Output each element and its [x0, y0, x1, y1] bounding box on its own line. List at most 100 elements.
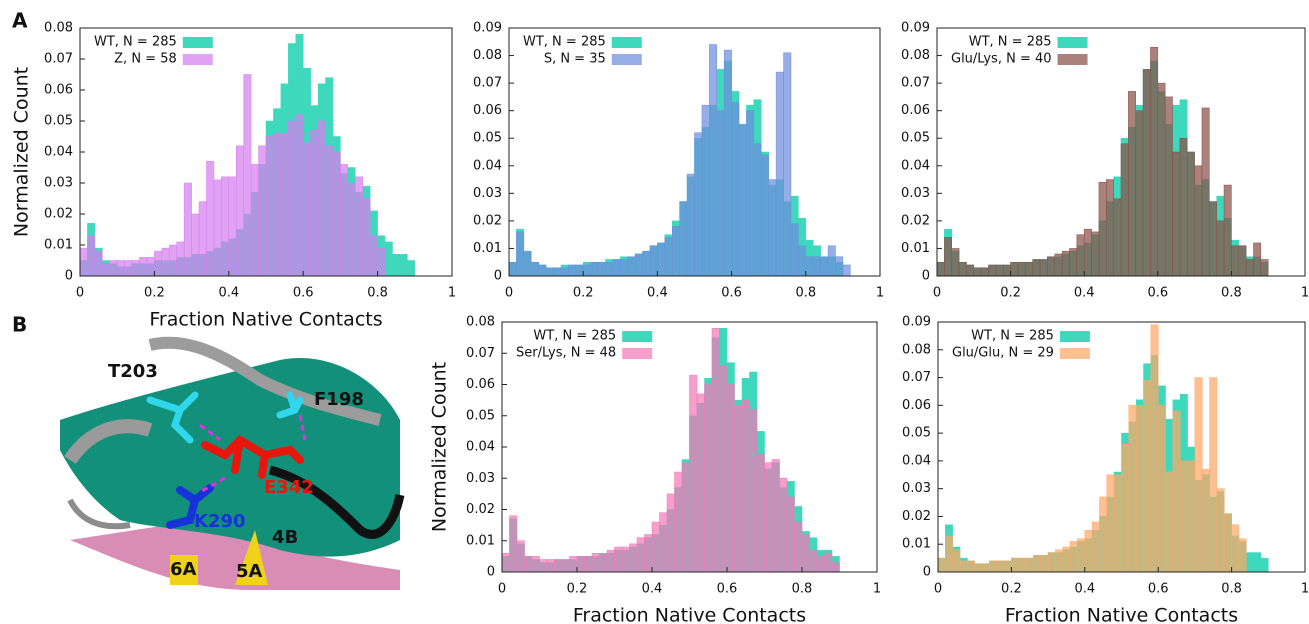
- bar: [516, 231, 525, 277]
- bar: [1201, 468, 1210, 573]
- y-tick-label: 0.02: [466, 502, 495, 517]
- bar: [651, 521, 660, 573]
- bar: [606, 549, 615, 573]
- bar: [332, 151, 341, 277]
- bar: [681, 462, 690, 573]
- y-tick-label: 0.02: [901, 213, 930, 228]
- bar: [1172, 410, 1181, 573]
- y-tick-label: 0.04: [902, 453, 931, 468]
- bar: [546, 559, 555, 573]
- bar: [719, 365, 728, 573]
- bar: [686, 173, 695, 277]
- h-bonds: [199, 414, 307, 494]
- legend-swatch: [1057, 54, 1088, 65]
- x-tick-label: 0.6: [1148, 582, 1169, 597]
- bar: [842, 264, 851, 277]
- bar: [1179, 460, 1188, 573]
- bar: [642, 250, 651, 277]
- x-tick-label: 0.4: [647, 286, 668, 301]
- bar: [1113, 198, 1122, 277]
- bar: [696, 393, 705, 573]
- bar: [1054, 253, 1063, 277]
- bar: [1157, 405, 1166, 573]
- bar: [995, 264, 1004, 277]
- x-tick-label: 0: [498, 582, 506, 597]
- y-tick-label: 0.07: [901, 76, 930, 91]
- y-tick-label: 0.07: [473, 76, 502, 91]
- bar: [176, 241, 185, 277]
- bar: [1091, 231, 1100, 277]
- bar: [1253, 242, 1262, 277]
- bar: [79, 247, 88, 277]
- strand-label: 4B: [272, 527, 298, 548]
- bar: [764, 462, 773, 573]
- histogram-panel: 0 0.2 0.4 0.6 0.8 1 0 0.01 0.02 0.03 0.04 0.05 0.06 0…: [901, 21, 1309, 301]
- bar: [265, 136, 274, 277]
- bar: [1069, 248, 1078, 277]
- y-tick-label: 0.03: [473, 186, 502, 201]
- bar: [280, 133, 289, 277]
- bar: [228, 176, 237, 277]
- bar: [959, 560, 968, 573]
- bar: [704, 384, 713, 573]
- bar: [392, 254, 401, 277]
- y-tick-label: 0.03: [466, 471, 495, 486]
- x-tick-label: 0.8: [1221, 582, 1242, 597]
- bar: [508, 261, 517, 277]
- bar: [87, 235, 96, 277]
- bar: [958, 261, 967, 277]
- legend-label: WT, N = 285: [969, 35, 1052, 50]
- bar: [952, 549, 961, 573]
- histogram-panel: 0 0.2 0.4 0.6 0.8 1 0 0.01 0.02 0.03 0.04 0.05 0.06 0…: [429, 315, 882, 624]
- bar: [384, 241, 393, 277]
- bar: [1069, 541, 1078, 573]
- bar: [369, 235, 378, 277]
- loop-black: [268, 465, 405, 539]
- y-tick-label: 0.09: [902, 315, 931, 330]
- bar: [553, 267, 562, 277]
- bar: [139, 257, 148, 277]
- x-tick-label: 0.2: [1000, 286, 1021, 301]
- y-tick-label: 0.05: [44, 114, 73, 129]
- bar: [1216, 488, 1225, 573]
- bar: [790, 223, 799, 277]
- y-tick-label: 0.07: [466, 346, 495, 361]
- bar: [783, 52, 792, 277]
- y-tick-label: 0.04: [466, 440, 495, 455]
- x-tick-label: 0.2: [567, 582, 588, 597]
- y-tick-label: 0.03: [902, 481, 931, 496]
- bar: [531, 556, 540, 573]
- residue-label: F198: [314, 389, 364, 410]
- bar: [524, 556, 533, 573]
- y-tick-label: 0.02: [902, 509, 931, 524]
- loop-grey: [148, 336, 382, 426]
- y-tick-label: 0.05: [902, 426, 931, 441]
- bar: [347, 182, 356, 277]
- legend-swatch: [611, 37, 642, 48]
- bar: [820, 256, 829, 277]
- bar: [1128, 91, 1136, 277]
- x-tick-label: 1: [876, 286, 884, 301]
- bar: [746, 110, 755, 277]
- y-tick-label: 0.09: [473, 21, 502, 36]
- y-tick-label: 0: [923, 565, 931, 580]
- bar: [597, 261, 606, 277]
- bar: [183, 182, 192, 277]
- x-tick-label: 0.8: [1221, 286, 1242, 301]
- bar: [1083, 228, 1092, 277]
- bar: [1223, 184, 1232, 277]
- bar: [689, 374, 698, 573]
- legend-label: Z, N = 58: [114, 52, 177, 67]
- axes-frame: [508, 27, 881, 277]
- x-tick-label: 0: [934, 582, 942, 597]
- x-tick-label: 0.4: [218, 286, 239, 301]
- y-tick-label: 0.01: [473, 241, 502, 256]
- bar: [1194, 165, 1203, 277]
- bar: [124, 260, 133, 277]
- bar: [1253, 552, 1262, 573]
- bar: [554, 559, 563, 573]
- bar: [1209, 201, 1217, 277]
- bar: [1187, 460, 1196, 573]
- x-tick-label: 1: [1301, 582, 1309, 597]
- sticks-blue: [166, 484, 214, 529]
